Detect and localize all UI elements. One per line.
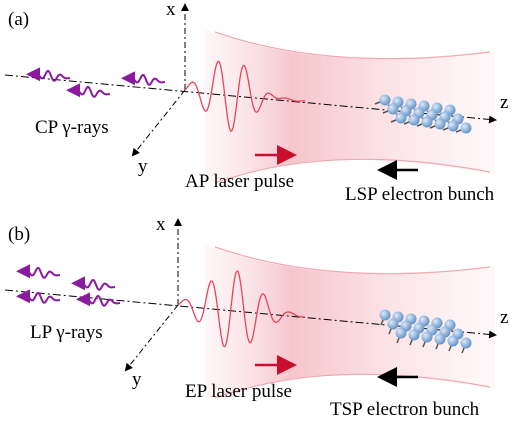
electron-label: TSP electron bunch	[330, 399, 480, 420]
laser-label: AP laser pulse	[185, 171, 294, 192]
electron	[379, 94, 391, 106]
electron	[387, 103, 399, 115]
gamma-ray	[71, 276, 116, 291]
axis-label: y	[138, 156, 148, 177]
gamma-ray	[121, 71, 166, 86]
electron	[447, 120, 459, 132]
y-axis	[124, 304, 179, 372]
electron	[421, 331, 433, 343]
panel-b: (b) x z y LP γ-rays EP laser pulse TSP e…	[4, 214, 508, 420]
panel-label: (b)	[8, 224, 30, 245]
axis-label: x	[156, 214, 166, 235]
panel-a: (a) x z y CP γ-rays AP laser pulse LSP e…	[4, 0, 508, 205]
electron-label: LSP electron bunch	[345, 184, 495, 205]
electron	[408, 114, 420, 126]
electron	[408, 329, 420, 341]
electron	[387, 318, 399, 330]
axis-label: z	[500, 307, 508, 328]
electron	[447, 335, 459, 347]
gamma-label: LP γ-rays	[30, 322, 103, 343]
y-axis	[131, 89, 186, 157]
laser-wave	[184, 60, 306, 133]
electron	[434, 118, 446, 130]
axis-label: y	[132, 369, 142, 390]
axis-label: x	[166, 0, 176, 20]
panel-art	[4, 3, 497, 185]
panel-label: (a)	[8, 9, 29, 30]
panel-art	[4, 218, 497, 400]
beam-edge	[214, 246, 491, 275]
electron	[434, 333, 446, 345]
beam-edge	[214, 158, 491, 184]
laser-wave	[177, 270, 305, 348]
gamma-ray	[76, 292, 121, 307]
beam-edge	[214, 31, 491, 60]
electron	[421, 116, 433, 128]
laser-label: EP laser pulse	[185, 381, 292, 402]
gamma-ray	[66, 83, 111, 98]
beam-edge	[214, 373, 491, 399]
gamma-ray	[26, 67, 71, 82]
electron	[460, 122, 472, 134]
electron	[395, 112, 407, 124]
gamma-ray	[16, 264, 61, 279]
axis-label: z	[500, 92, 508, 113]
gamma-label: CP γ-rays	[35, 117, 109, 138]
z-axis	[4, 74, 497, 124]
electron	[460, 337, 472, 349]
electron	[395, 327, 407, 339]
electron	[379, 309, 391, 321]
gamma-ray	[16, 289, 61, 304]
